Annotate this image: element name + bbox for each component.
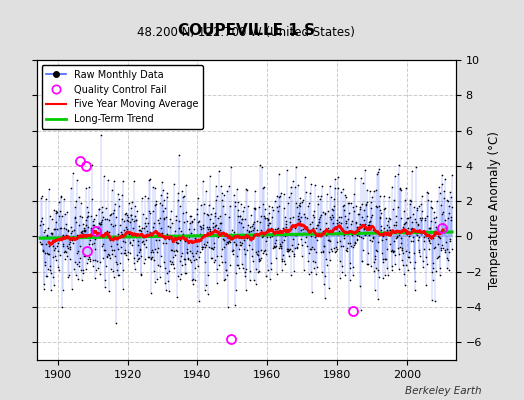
Text: 48.200 N, 122.700 W (United States): 48.200 N, 122.700 W (United States)	[137, 26, 355, 39]
Text: Berkeley Earth: Berkeley Earth	[406, 386, 482, 396]
Title: COUPEVILLE 1 S: COUPEVILLE 1 S	[178, 23, 315, 38]
Y-axis label: Temperature Anomaly (°C): Temperature Anomaly (°C)	[488, 131, 500, 289]
Legend: Raw Monthly Data, Quality Control Fail, Five Year Moving Average, Long-Term Tren: Raw Monthly Data, Quality Control Fail, …	[41, 65, 203, 129]
